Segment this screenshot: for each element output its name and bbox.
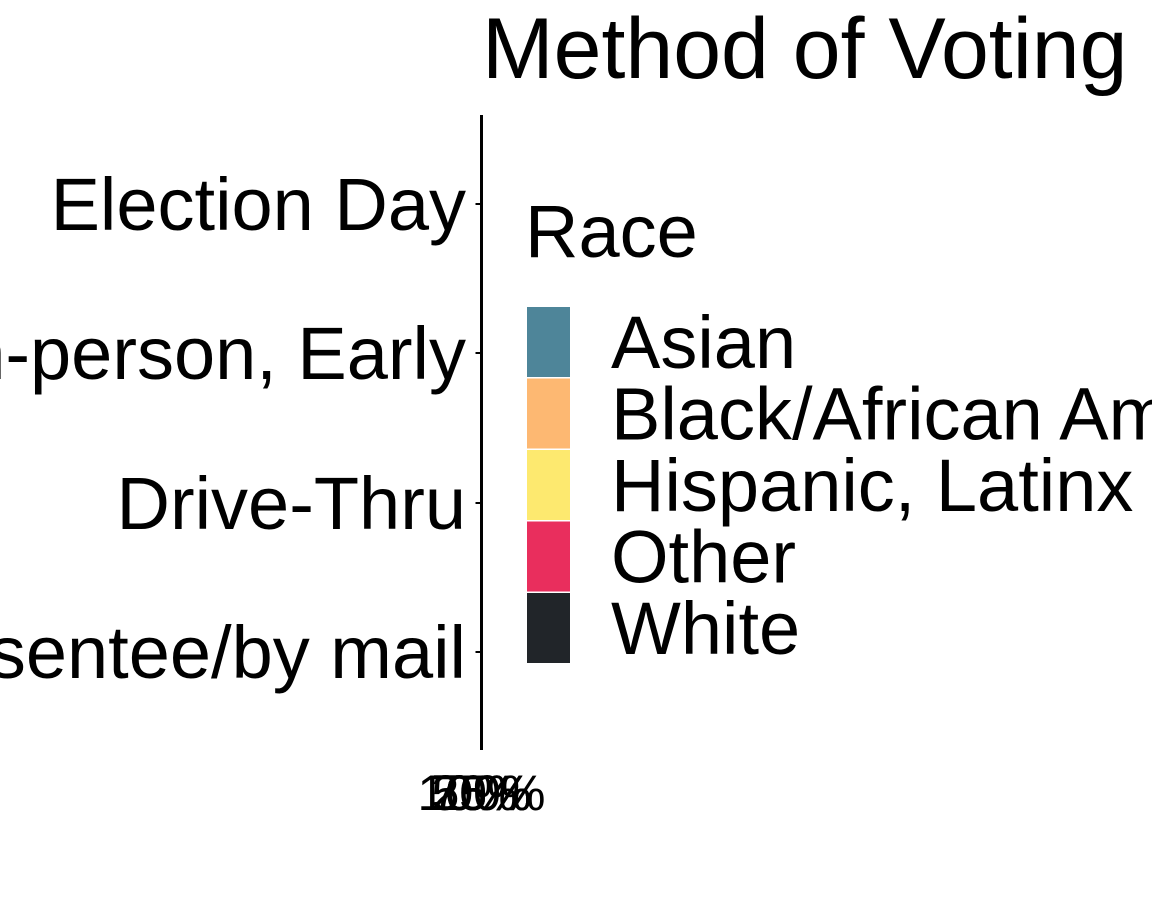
category-label: In-person, Early [0, 312, 466, 395]
x-tick-label: 0% [445, 765, 517, 821]
legend-label: Other [611, 516, 796, 599]
legend-label: Black/African American [611, 373, 1152, 456]
category-label: Absentee/by mail [0, 611, 466, 694]
x-tick-label: 100% [418, 765, 546, 821]
x-tick-label: 50% [431, 765, 531, 821]
legend-key [527, 307, 570, 377]
chart-title: Method of Voting [482, 1, 1127, 97]
legend-key [527, 450, 570, 520]
legend-label: Asian [611, 301, 796, 384]
category-label: Drive-Thru [117, 462, 466, 545]
legend-key [527, 593, 570, 663]
legend-key [527, 521, 570, 592]
legend-label: White [611, 587, 800, 670]
category-axis: Election Day In-person, Early Drive-Thru Ab… [0, 163, 482, 694]
legend-title: Race [525, 190, 698, 273]
legend-key [527, 378, 570, 449]
value-axis: 0%25%50%75%100% [418, 765, 546, 821]
x-tick-label: 25% [431, 765, 531, 821]
x-tick-label: 75% [431, 765, 531, 821]
category-label: Election Day [51, 163, 466, 246]
legend-label: Hispanic, Latinx [611, 444, 1133, 527]
